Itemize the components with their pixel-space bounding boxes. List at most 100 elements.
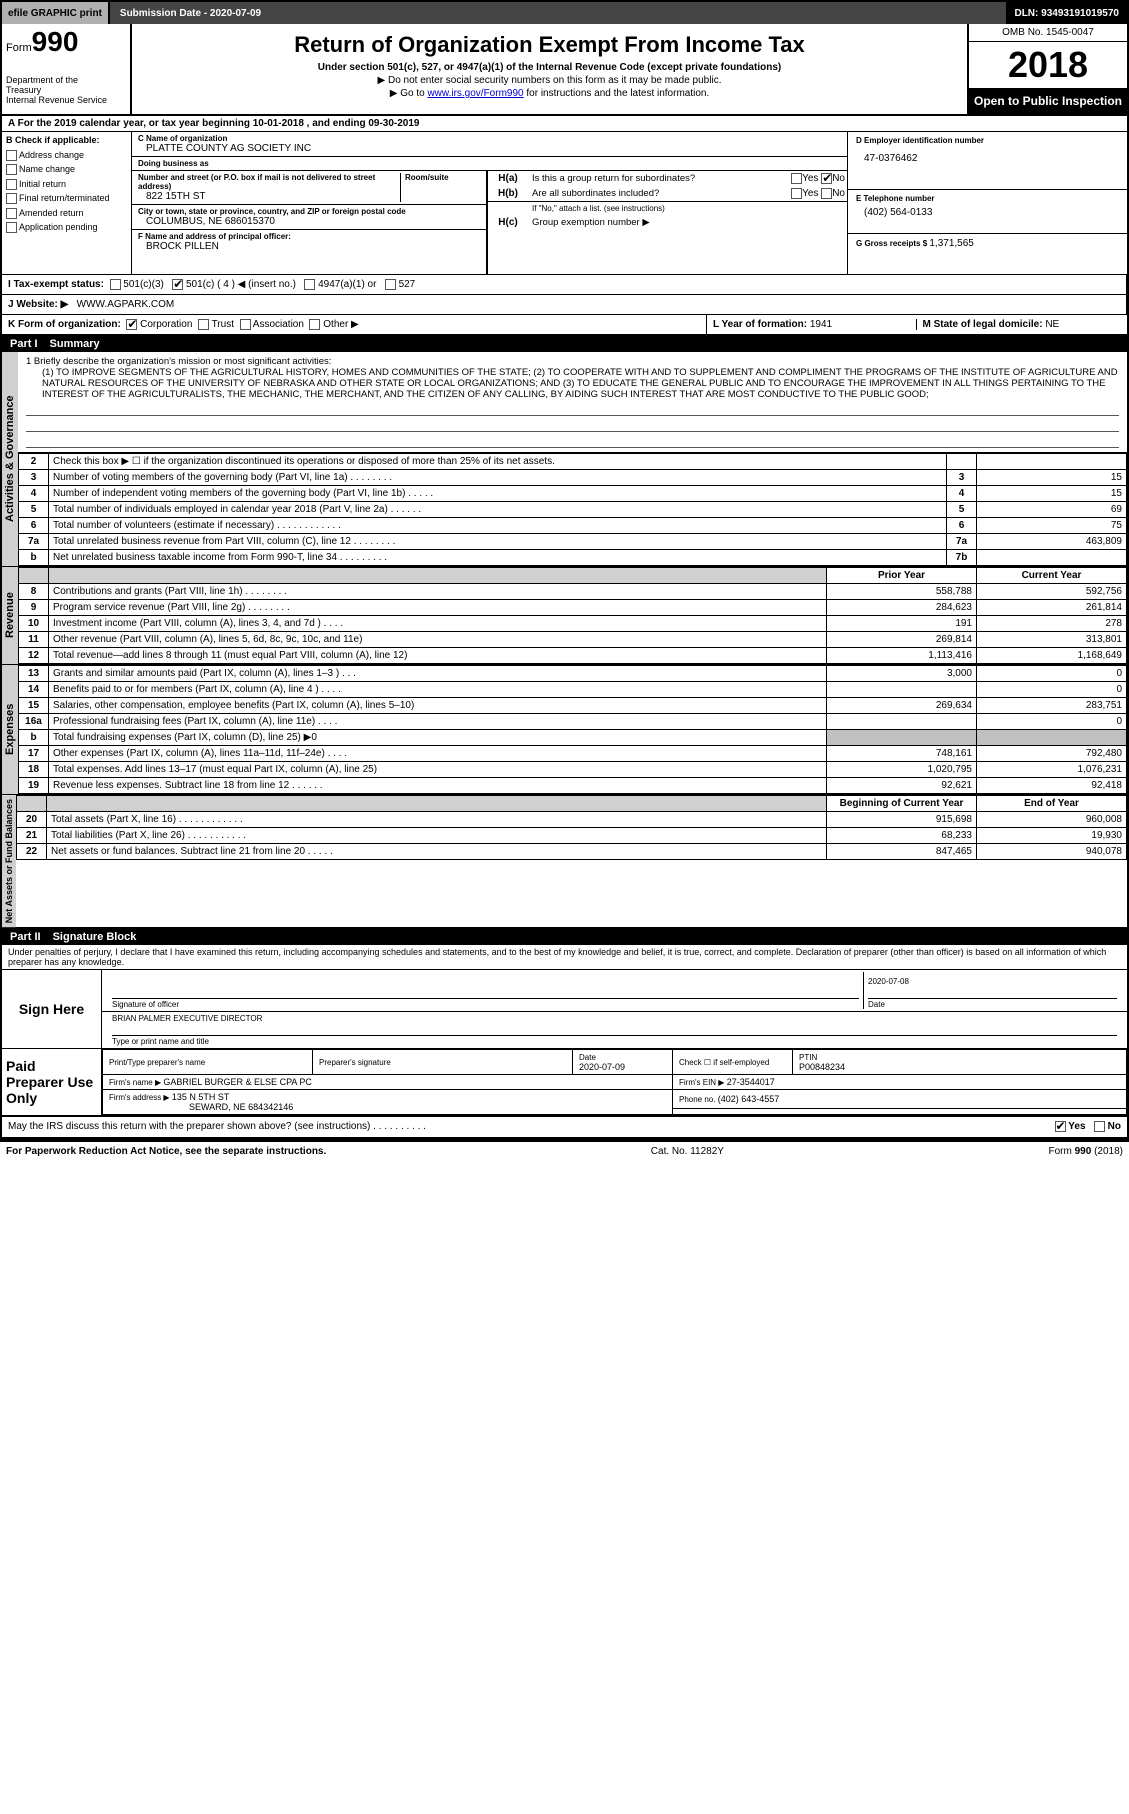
current-value: 0: [977, 714, 1127, 730]
part1-header: Part I Summary: [2, 336, 1127, 352]
table-row: 7a Total unrelated business revenue from…: [19, 534, 1127, 550]
check-initial-return[interactable]: Initial return: [6, 178, 127, 192]
perjury-statement: Under penalties of perjury, I declare th…: [2, 945, 1127, 970]
footer-left: For Paperwork Reduction Act Notice, see …: [6, 1146, 326, 1157]
check-address-change[interactable]: Address change: [6, 149, 127, 163]
row-i: I Tax-exempt status: 501(c)(3) 501(c) ( …: [2, 275, 1127, 295]
no-label: No: [1108, 1122, 1121, 1133]
501c-checkbox[interactable]: [172, 279, 183, 290]
line-num: 2: [19, 454, 49, 470]
prep-sig-cell: Preparer's signature: [313, 1050, 573, 1075]
dba-label: Doing business as: [138, 159, 841, 168]
corp-checkbox[interactable]: [126, 319, 137, 330]
dept-line3: Internal Revenue Service: [6, 96, 126, 106]
check-final-return[interactable]: Final return/terminated: [6, 192, 127, 206]
line-text: Total number of individuals employed in …: [49, 502, 947, 518]
trust-checkbox[interactable]: [198, 319, 209, 330]
blank: [49, 568, 827, 584]
ptin-value: P00848234: [799, 1062, 845, 1072]
efile-label: efile GRAPHIC print: [8, 8, 102, 19]
street-cell: Number and street (or P.O. box if mail i…: [132, 171, 486, 205]
checkbox-icon[interactable]: [6, 164, 17, 175]
line-num: 14: [19, 682, 49, 698]
current-value: [977, 730, 1127, 746]
line-text: Number of voting members of the governin…: [49, 470, 947, 486]
ha-yes-checkbox[interactable]: [791, 173, 802, 184]
table-row: 21 Total liabilities (Part X, line 26) .…: [17, 828, 1127, 844]
governance-body: 1 Briefly describe the organization's mi…: [18, 352, 1127, 566]
527-checkbox[interactable]: [385, 279, 396, 290]
line-text: Professional fundraising fees (Part IX, …: [49, 714, 827, 730]
city-cell: City or town, state or province, country…: [132, 205, 486, 230]
omb-number: OMB No. 1545-0047: [969, 24, 1127, 42]
form-prefix: Form: [6, 42, 32, 54]
sig-name-field: BRIAN PALMER EXECUTIVE DIRECTOR Type or …: [108, 1014, 1121, 1046]
firm-ein-label: Firm's EIN ▶: [679, 1078, 727, 1087]
dln: DLN: 93493191019570: [1006, 2, 1127, 24]
current-value: 278: [977, 616, 1127, 632]
sign-here-row: Sign Here Signature of officer 2020-07-0…: [2, 970, 1127, 1049]
discuss-yes-checkbox[interactable]: [1055, 1121, 1066, 1132]
row-a-begin: 10-01-2018: [253, 118, 304, 129]
prep-sig-label: Preparer's signature: [319, 1058, 391, 1067]
table-row: 15 Salaries, other compensation, employe…: [19, 698, 1127, 714]
prior-value: 284,623: [827, 600, 977, 616]
line-num: 16a: [19, 714, 49, 730]
line-num: 10: [19, 616, 49, 632]
check-amended-return[interactable]: Amended return: [6, 207, 127, 221]
ha-no-checkbox[interactable]: [821, 173, 832, 184]
opt-501c: 501(c) ( 4 ) ◀ (insert no.): [186, 279, 296, 290]
sig-date-value: 2020-07-08: [868, 977, 1117, 986]
4947-checkbox[interactable]: [304, 279, 315, 290]
hb-note: If "No," attach a list. (see instruction…: [488, 202, 847, 215]
table-row: 14 Benefits paid to or for members (Part…: [19, 682, 1127, 698]
current-value: 792,480: [977, 746, 1127, 762]
line-val: 15: [977, 486, 1127, 502]
other-checkbox[interactable]: [309, 319, 320, 330]
checkbox-icon[interactable]: [6, 179, 17, 190]
hb-yes-checkbox[interactable]: [791, 188, 802, 199]
line-ref: 5: [947, 502, 977, 518]
table-row: 19 Revenue less expenses. Subtract line …: [19, 778, 1127, 794]
hb-no-checkbox[interactable]: [821, 188, 832, 199]
hb-text: Are all subordinates included?: [528, 186, 727, 201]
l-value: 1941: [810, 319, 832, 330]
street-value: 822 15TH ST: [138, 191, 400, 202]
firm-name-value: GABRIEL BURGER & ELSE CPA PC: [163, 1077, 312, 1087]
prior-value: 3,000: [827, 666, 977, 682]
submission-date: Submission Date - 2020-07-09: [108, 2, 271, 24]
prior-value: [827, 682, 977, 698]
sig-name-value: BRIAN PALMER EXECUTIVE DIRECTOR: [112, 1014, 1117, 1023]
current-value: 313,801: [977, 632, 1127, 648]
footer-center: Cat. No. 11282Y: [651, 1146, 724, 1157]
check-application-pending[interactable]: Application pending: [6, 221, 127, 235]
firm-ein-cell: Firm's EIN ▶ 27-3544017: [673, 1075, 1127, 1090]
phone-value: (402) 564-0133: [856, 207, 1119, 218]
checkbox-icon[interactable]: [6, 150, 17, 161]
check-name-change[interactable]: Name change: [6, 163, 127, 177]
phone-label: E Telephone number: [856, 194, 1119, 203]
header-right: OMB No. 1545-0047 2018 Open to Public In…: [967, 24, 1127, 114]
checkbox-icon[interactable]: [6, 208, 17, 219]
firm-phone-label: Phone no.: [679, 1095, 718, 1104]
current-value: 592,756: [977, 584, 1127, 600]
firm-ein-value: 27-3544017: [727, 1077, 775, 1087]
row-j: J Website: ▶ WWW.AGPARK.COM: [2, 295, 1127, 315]
revenue-vert-label: Revenue: [2, 567, 18, 664]
current-value: 19,930: [977, 828, 1127, 844]
line-text: Total liabilities (Part X, line 26) . . …: [47, 828, 827, 844]
assoc-checkbox[interactable]: [240, 319, 251, 330]
governance-table: 2 Check this box ▶ ☐ if the organization…: [18, 453, 1127, 566]
discuss-yn: Yes No: [1055, 1121, 1122, 1132]
form-of-org: K Form of organization: Corporation Trus…: [2, 315, 707, 334]
opt-trust: Trust: [212, 319, 234, 330]
discuss-no-checkbox[interactable]: [1094, 1121, 1105, 1132]
checkbox-icon[interactable]: [6, 193, 17, 204]
checkbox-icon[interactable]: [6, 222, 17, 233]
line-val: 75: [977, 518, 1127, 534]
line-num: 7a: [19, 534, 49, 550]
part2-header: Part II Signature Block: [2, 929, 1127, 945]
501c3-checkbox[interactable]: [110, 279, 121, 290]
ptin-label: PTIN: [799, 1053, 817, 1062]
irs-link[interactable]: www.irs.gov/Form990: [427, 88, 523, 99]
